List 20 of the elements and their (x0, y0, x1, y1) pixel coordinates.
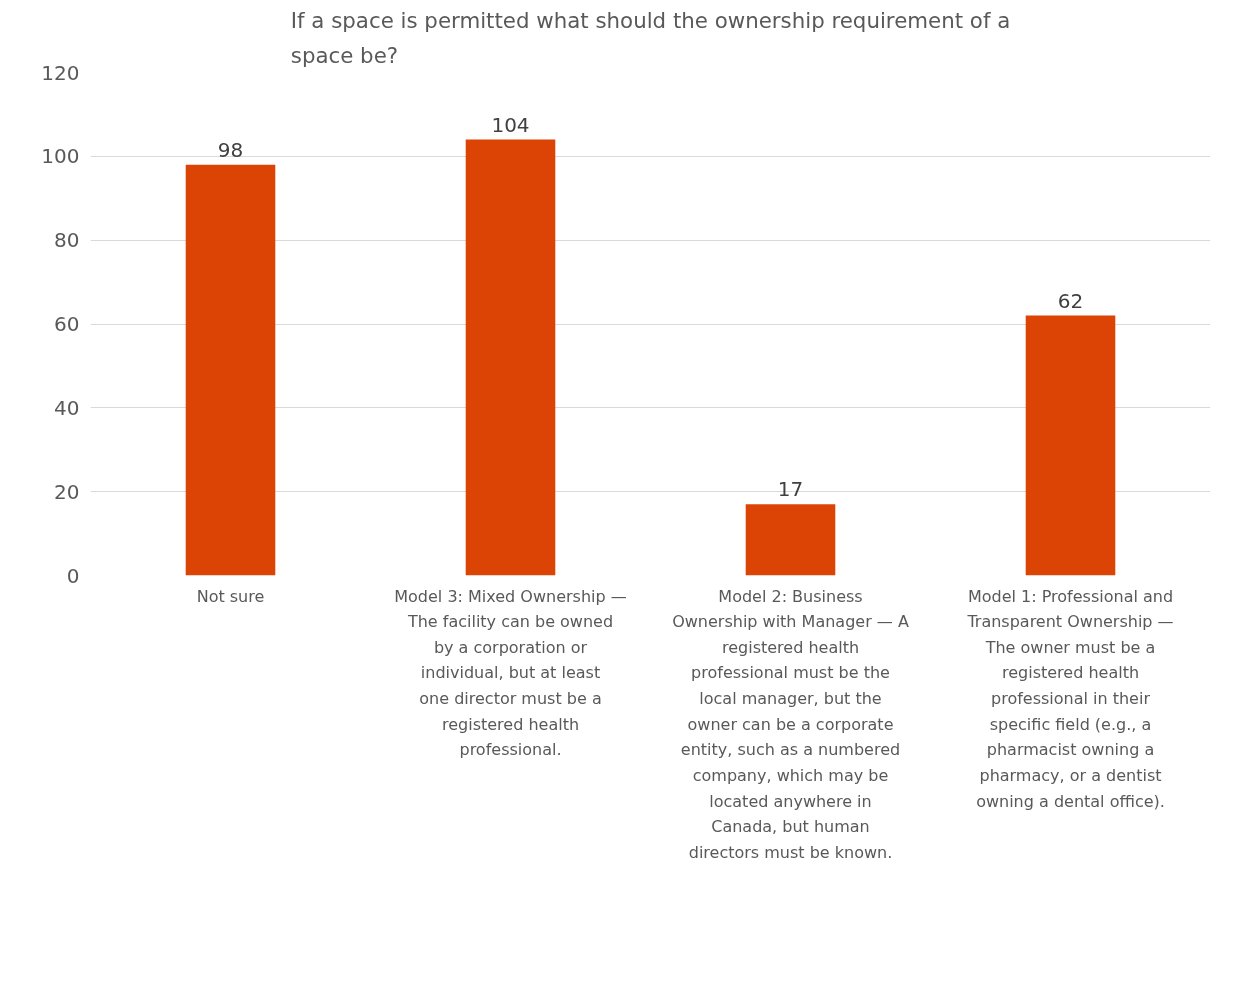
x-tick-label: Model 3: Mixed Ownership — The facility can be owned by a corporation or individual, but at least one director must be a registered health professional. (394, 586, 627, 760)
x-tick-label: Not sure (196, 586, 265, 606)
data-label: 98 (217, 137, 244, 162)
bar (185, 164, 276, 576)
chart-title: If a space is permitted what should the ownership requirement of a space be? (290, 7, 1011, 68)
y-tick-label: 40 (54, 395, 80, 420)
y-tick-label: 80 (54, 228, 80, 253)
y-tick-label: 120 (41, 60, 80, 85)
bar (465, 139, 556, 576)
data-label: 62 (1057, 288, 1084, 313)
y-tick-label: 100 (41, 144, 80, 169)
category-label: Model 1: Professional and Transparent Ownership — The owner must be a registered health professional in their specific field (e.g., a pharmacist owning a pharmacy, or a dentist owning a dental office). (967, 586, 1174, 811)
data-label: 104 (491, 112, 530, 137)
data-label: 17 (777, 477, 804, 502)
bar (745, 504, 836, 576)
bar (1025, 315, 1116, 576)
category-label: Model 2: Business Ownership with Manager — A registered health professional must be the local manager, but the owner can be a corporate entity, such as a numbered company, which may be located anywhere in Canada, but human directors must be known. (672, 586, 909, 862)
y-tick-label: 20 (54, 479, 80, 504)
y-tick-label: 60 (54, 312, 80, 336)
y-tick-label: 0 (66, 563, 80, 588)
